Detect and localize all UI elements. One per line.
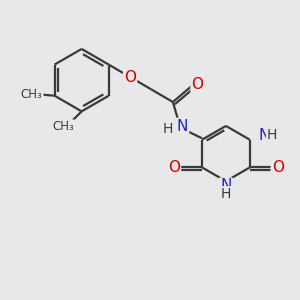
Text: O: O bbox=[272, 160, 284, 175]
Text: O: O bbox=[124, 70, 136, 85]
Text: O: O bbox=[168, 160, 180, 175]
Text: N: N bbox=[177, 119, 188, 134]
Text: N: N bbox=[220, 178, 232, 194]
Text: CH₃: CH₃ bbox=[52, 120, 74, 133]
Text: O: O bbox=[191, 77, 203, 92]
Text: H: H bbox=[267, 128, 278, 142]
Text: N: N bbox=[258, 128, 270, 143]
Text: H: H bbox=[162, 122, 173, 136]
Text: H: H bbox=[221, 187, 231, 201]
Text: CH₃: CH₃ bbox=[21, 88, 43, 101]
